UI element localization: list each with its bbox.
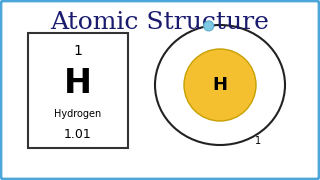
Ellipse shape <box>204 21 214 31</box>
Text: H: H <box>64 67 92 100</box>
Text: 1.01: 1.01 <box>64 128 92 141</box>
Circle shape <box>184 49 256 121</box>
Bar <box>28 33 128 148</box>
Text: 1: 1 <box>255 136 261 146</box>
Text: H: H <box>212 76 228 94</box>
Text: Hydrogen: Hydrogen <box>54 109 102 118</box>
Text: 1: 1 <box>74 44 83 58</box>
Text: Atomic Structure: Atomic Structure <box>51 10 269 33</box>
